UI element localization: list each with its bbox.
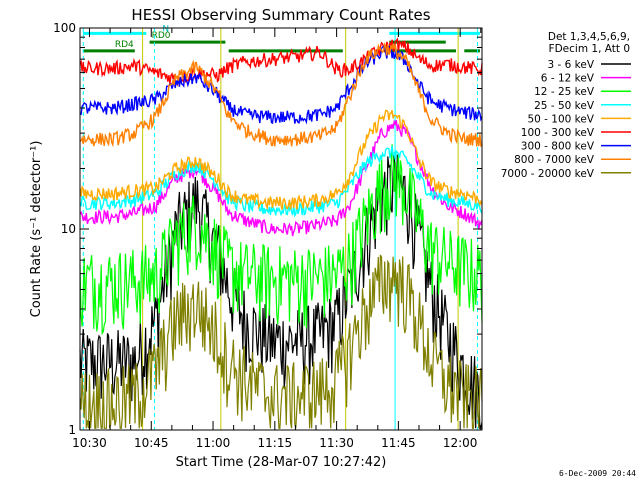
legend: Det 1,3,4,5,6,9,FDecim 1, Att 0 3 - 6 keV… [501, 31, 631, 180]
chart-title: HESSI Observing Summary Count Rates [131, 6, 430, 24]
legend-label: 50 - 100 keV [527, 113, 594, 125]
y-tick-label: 100 [53, 21, 76, 35]
legend-header-line: Det 1,3,4,5,6,9, [548, 31, 630, 43]
flag-label-rd4: RD4 [115, 40, 134, 50]
x-axis-label: Start Time (28-Mar-07 10:27:42) [176, 455, 387, 470]
series-lines [79, 37, 483, 430]
y-axis: 1 10 100 [53, 21, 482, 437]
legend-label: 3 - 6 keV [547, 59, 594, 71]
series-line-3 [79, 145, 483, 218]
series-line-5 [79, 37, 483, 87]
x-tick-label: 11:45 [381, 436, 416, 450]
legend-label: 12 - 25 keV [534, 86, 595, 98]
flag-label-rd0: RD0 [152, 31, 171, 41]
x-tick-label: 11:30 [319, 436, 354, 450]
y-tick-label: 1 [68, 423, 76, 437]
legend-label: 800 - 7000 keV [514, 154, 595, 166]
plot-frame [79, 27, 483, 431]
x-tick-label: 11:15 [258, 436, 293, 450]
legend-label: 25 - 50 keV [534, 100, 595, 112]
series-line-8 [79, 254, 483, 429]
footer-date: 6-Dec-2009 20:44 [559, 469, 636, 478]
legend-label: 100 - 300 keV [521, 127, 595, 139]
series-line-4 [79, 109, 483, 211]
series-line-7 [79, 41, 483, 148]
series-line-2 [79, 144, 483, 336]
y-tick-label: 10 [61, 222, 76, 236]
legend-label: 6 - 12 keV [541, 73, 595, 85]
x-tick-label: 11:00 [196, 436, 231, 450]
legend-label: 300 - 800 keV [521, 141, 595, 153]
legend-label: 7000 - 20000 keV [501, 168, 595, 180]
x-axis: 10:30 10:45 11:00 11:15 11:30 11:45 12:00 [72, 28, 482, 450]
x-tick-label: 12:00 [443, 436, 478, 450]
legend-header-line: FDecim 1, Att 0 [549, 43, 630, 55]
x-tick-label: 10:30 [72, 436, 107, 450]
y-axis-label: Count Rate (s⁻¹ detector⁻¹) [29, 141, 44, 318]
x-tick-label: 10:45 [134, 436, 169, 450]
flag-label-n: N [162, 24, 169, 34]
